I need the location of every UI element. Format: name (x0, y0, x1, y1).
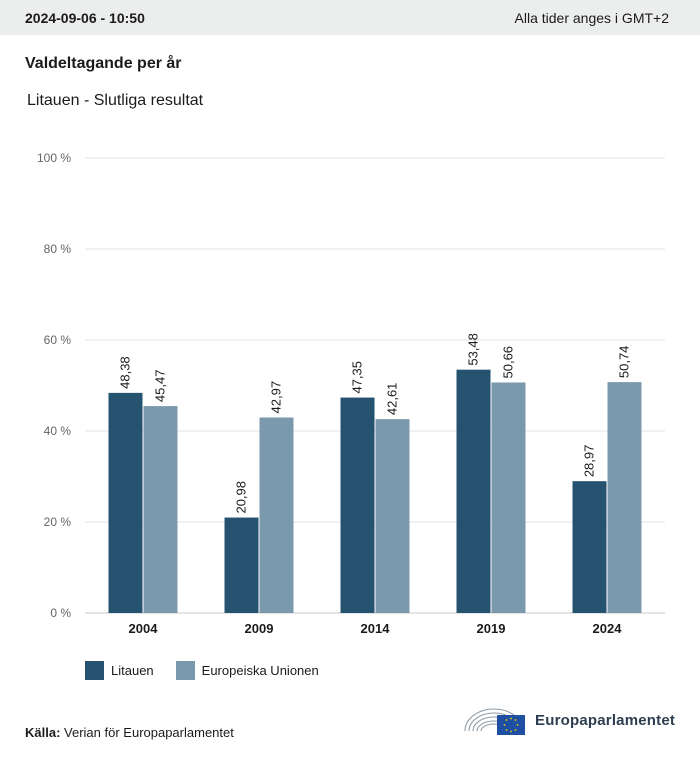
data-label: 50,66 (501, 346, 516, 379)
y-tick-label: 40 % (44, 424, 72, 438)
logo-text: Europaparlamentet (535, 711, 676, 729)
bar (491, 382, 526, 613)
chart-title: Valdeltagande per år (25, 55, 182, 72)
data-label: 48,38 (118, 356, 133, 389)
source-note: Källa: Verian för Europaparlamentet (25, 725, 234, 740)
bar (224, 517, 259, 613)
bar (143, 406, 178, 613)
bar (607, 382, 642, 613)
x-tick-label: 2004 (129, 621, 159, 636)
european-parliament-logo-icon (464, 708, 525, 735)
legend-label: Europeiska Unionen (201, 663, 319, 678)
y-tick-label: 60 % (44, 333, 72, 347)
legend-swatch-eu (175, 661, 195, 680)
timestamp: 2024-09-06 - 10:50 (25, 9, 145, 26)
bar (572, 481, 607, 613)
bar-chart: 0 % 20 % 40 % 60 % 80 % 100 % 48,38 45,47 2004 20… (37, 151, 665, 636)
x-tick-label: 2014 (361, 621, 391, 636)
data-label: 42,97 (269, 381, 284, 414)
data-label: 45,47 (153, 370, 168, 403)
x-tick-label: 2019 (477, 621, 506, 636)
data-label: 42,61 (385, 383, 400, 416)
source-label: Källa: (25, 725, 61, 740)
european-parliament-logo: Europaparlamentet (461, 701, 675, 739)
source-text: Verian för Europaparlamentet (64, 725, 234, 740)
data-label: 28,97 (582, 445, 597, 478)
top-bar: 2024-09-06 - 10:50 Alla tider anges i GM… (0, 0, 700, 35)
legend-label: Litauen (111, 663, 154, 678)
legend-item-litauen: Litauen (85, 661, 154, 680)
y-tick-label: 100 % (37, 151, 71, 165)
chart-subtitle: Litauen - Slutliga resultat (27, 92, 204, 109)
bar (108, 392, 143, 613)
legend-swatch-litauen (85, 661, 104, 680)
data-label: 50,74 (617, 346, 632, 379)
y-tick-label: 80 % (44, 242, 72, 256)
legend-item-eu: Europeiska Unionen (175, 661, 319, 680)
y-tick-label: 0 % (50, 606, 71, 620)
x-tick-label: 2024 (593, 621, 623, 636)
bar (259, 417, 294, 613)
bar (456, 369, 491, 613)
data-label: 53,48 (466, 333, 481, 366)
bar (375, 419, 410, 613)
x-tick-label: 2009 (245, 621, 274, 636)
data-label: 47,35 (350, 361, 365, 394)
data-label: 20,98 (234, 481, 249, 514)
y-tick-label: 20 % (44, 515, 72, 529)
timezone-note: Alla tider anges i GMT+2 (514, 9, 669, 26)
legend: Litauen Europeiska Unionen (85, 661, 341, 680)
bar (340, 397, 375, 613)
